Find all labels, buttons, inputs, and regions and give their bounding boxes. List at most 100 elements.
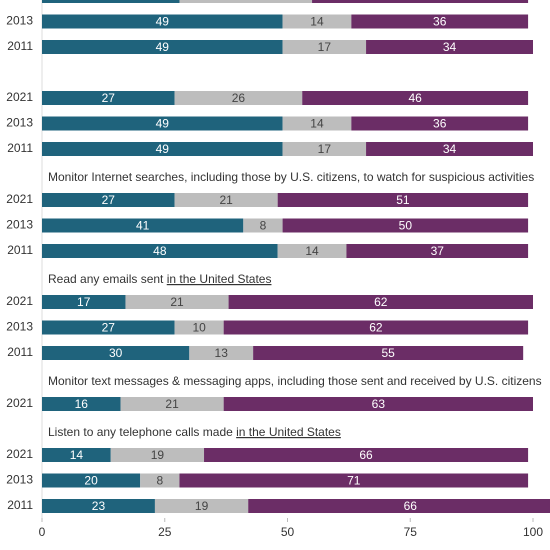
value-label: 17 (77, 295, 91, 309)
group-heading: Monitor Internet searches, including tho… (48, 170, 534, 184)
bar-segment (302, 91, 529, 105)
row-label: 2021 (6, 294, 33, 308)
bar-segment (189, 346, 254, 360)
value-label: 37 (431, 244, 445, 258)
value-label: 17 (318, 142, 332, 156)
row-label: 2021 (6, 192, 33, 206)
value-label: 10 (192, 321, 206, 335)
value-label: 8 (260, 219, 267, 233)
value-label: 19 (151, 448, 165, 462)
value-label: 63 (372, 397, 386, 411)
row-label: 2011 (7, 141, 33, 155)
heading-part: Listen to any telephone calls made (48, 425, 236, 439)
bar-segment (42, 244, 278, 258)
value-label: 46 (408, 91, 422, 105)
bar-segment (253, 346, 524, 360)
group-heading: Listen to any telephone calls made in th… (48, 425, 341, 439)
value-label: 49 (156, 15, 170, 29)
bar-segment (120, 397, 224, 411)
x-tick-label: 100 (523, 525, 543, 539)
value-label: 21 (165, 397, 179, 411)
bar-segment (42, 397, 121, 411)
bar-segment (42, 295, 126, 309)
row-label: 2013 (6, 116, 33, 130)
bar-segment (346, 244, 529, 258)
bar-segment (42, 346, 190, 360)
bar-segment (42, 0, 180, 3)
bar-segment (282, 14, 352, 29)
bar-segment (243, 218, 283, 233)
bar-segment (204, 448, 529, 462)
value-label: 20 (84, 474, 98, 488)
value-label: 34 (443, 142, 457, 156)
bar-segment (42, 473, 141, 488)
value-label: 55 (381, 346, 395, 360)
bar-segment (179, 0, 313, 3)
value-label: 27 (102, 321, 116, 335)
bar-segment (223, 397, 534, 411)
value-label: 49 (156, 142, 170, 156)
row-label: 2013 (6, 218, 33, 232)
value-label: 51 (396, 193, 410, 207)
bar-segment (282, 116, 352, 131)
bar-segment (42, 320, 175, 335)
row-label: 2021 (6, 90, 33, 104)
value-label: 14 (305, 244, 319, 258)
x-tick-label: 0 (39, 525, 46, 539)
value-label: 30 (109, 346, 123, 360)
row-label: 2011 (7, 345, 33, 359)
row-label: 2011 (7, 498, 33, 512)
value-label: 49 (156, 40, 170, 54)
value-label: 28 (104, 0, 118, 3)
bar-segment (42, 218, 244, 233)
value-label: 14 (310, 15, 324, 29)
heading-part: in the United States (236, 425, 341, 439)
value-label: 36 (433, 15, 447, 29)
row-label: 2013 (6, 473, 33, 487)
bar-segment (282, 40, 367, 54)
bar-segment (277, 193, 529, 207)
bar-segment (277, 244, 347, 258)
value-label: 50 (399, 219, 413, 233)
row-label: 2021 (6, 447, 33, 461)
bar-segment (42, 193, 175, 207)
value-label: 8 (156, 474, 163, 488)
row-label: 2013 (6, 320, 33, 334)
value-label: 14 (310, 117, 324, 131)
heading-part: Monitor text messages & messaging apps, … (48, 374, 542, 388)
row-label: 2013 (6, 14, 33, 28)
value-label: 44 (413, 0, 427, 3)
value-label: 21 (219, 193, 233, 207)
bar-segment (282, 218, 529, 233)
bar-segment (179, 473, 529, 488)
bar-segment (223, 320, 529, 335)
bar-segment (110, 448, 205, 462)
value-label: 66 (404, 499, 418, 513)
row-label: 2021 (6, 396, 33, 410)
value-label: 26 (232, 91, 246, 105)
value-label: 14 (70, 448, 84, 462)
bar-segment (174, 91, 303, 105)
bar-segment (42, 142, 283, 156)
bar-segment (312, 0, 529, 3)
bar-segment (42, 40, 283, 54)
x-tick-label: 75 (404, 525, 418, 539)
bar-segment (42, 91, 175, 105)
bar-segment (154, 499, 249, 513)
bar-segment (351, 14, 529, 29)
bar-segment (42, 448, 111, 462)
value-label: 41 (136, 219, 150, 233)
value-label: 27 (239, 0, 253, 3)
group-heading: Read any emails sent in the United State… (48, 272, 271, 286)
value-label: 27 (102, 193, 116, 207)
heading-part: Read any emails sent (48, 272, 167, 286)
heading-part: Monitor Internet searches, including tho… (48, 170, 534, 184)
value-label: 48 (153, 244, 167, 258)
bar-segment (174, 320, 224, 335)
value-label: 27 (102, 91, 116, 105)
value-label: 34 (443, 40, 457, 54)
value-label: 17 (318, 40, 332, 54)
bar-segment (366, 40, 533, 54)
value-label: 23 (92, 499, 106, 513)
